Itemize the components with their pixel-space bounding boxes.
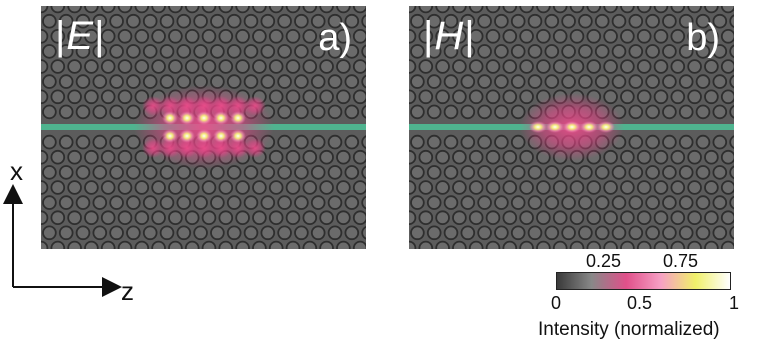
coordinate-axes bbox=[3, 184, 122, 297]
h-field-intensity-map bbox=[409, 6, 734, 249]
colorbar-title: Intensity (normalized) bbox=[538, 319, 720, 340]
panel-letter-b: b) bbox=[686, 17, 720, 59]
h-field-panel: |H| b) bbox=[409, 6, 734, 249]
panel-letter-a: a) bbox=[318, 17, 352, 59]
colorbar-tick-0-25: 0.25 bbox=[586, 251, 622, 271]
colorbar-tick-0-75: 0.75 bbox=[663, 251, 699, 271]
intensity-colorbar bbox=[556, 272, 731, 290]
colorbar-tick-0: 0 bbox=[551, 293, 562, 313]
e-field-panel: |E| a) bbox=[41, 6, 366, 249]
field-spots bbox=[134, 85, 274, 169]
colorbar-tick-1: 1 bbox=[729, 293, 740, 313]
colorbar-tick-0-5: 0.5 bbox=[627, 293, 653, 313]
x-axis-label: x bbox=[10, 156, 23, 186]
field-label-h: |H| bbox=[423, 14, 476, 58]
field-spots bbox=[520, 93, 624, 161]
z-axis-label: z bbox=[121, 276, 134, 306]
field-label-e: |E| bbox=[55, 14, 106, 58]
e-field-intensity-map bbox=[41, 6, 366, 249]
